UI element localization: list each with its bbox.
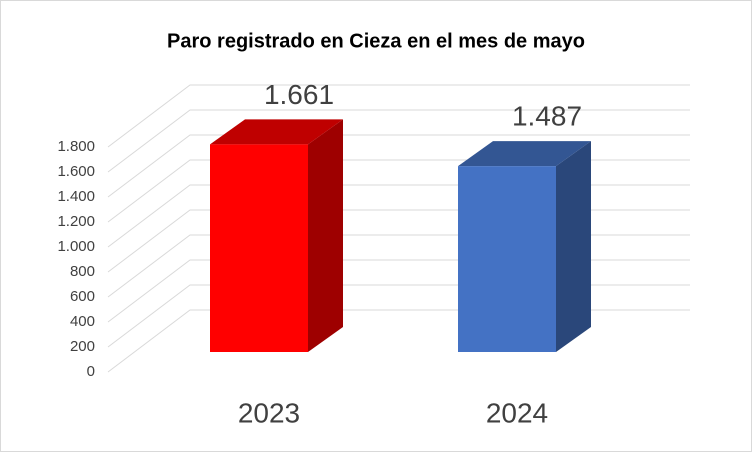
bar-top: [210, 119, 343, 145]
value-label: 1.487: [512, 101, 582, 132]
bar-side: [556, 141, 591, 352]
y-tick-label: 600: [70, 288, 95, 305]
bar-side: [308, 119, 343, 352]
x-tick-label: 2024: [486, 397, 548, 428]
y-tick-label: 1.400: [57, 188, 95, 205]
value-label: 1.661: [264, 79, 334, 110]
y-tick-label: 400: [70, 313, 95, 330]
chart-title: Paro registrado en Cieza en el mes de ma…: [167, 30, 585, 52]
y-tick-label: 1.600: [57, 163, 95, 180]
grid-line: [107, 134, 690, 198]
bar: [458, 166, 556, 352]
y-tick-label: 0: [87, 363, 95, 380]
x-tick-label: 2023: [238, 397, 300, 428]
y-tick-label: 1.800: [57, 138, 95, 155]
bar-top: [458, 141, 591, 167]
y-tick-label: 200: [70, 338, 95, 355]
bar: [210, 144, 308, 352]
y-tick-label: 1.200: [57, 213, 95, 230]
grid-line: [107, 84, 690, 148]
y-tick-label: 800: [70, 263, 95, 280]
grid-line: [107, 109, 690, 173]
y-tick-label: 1.000: [57, 238, 95, 255]
